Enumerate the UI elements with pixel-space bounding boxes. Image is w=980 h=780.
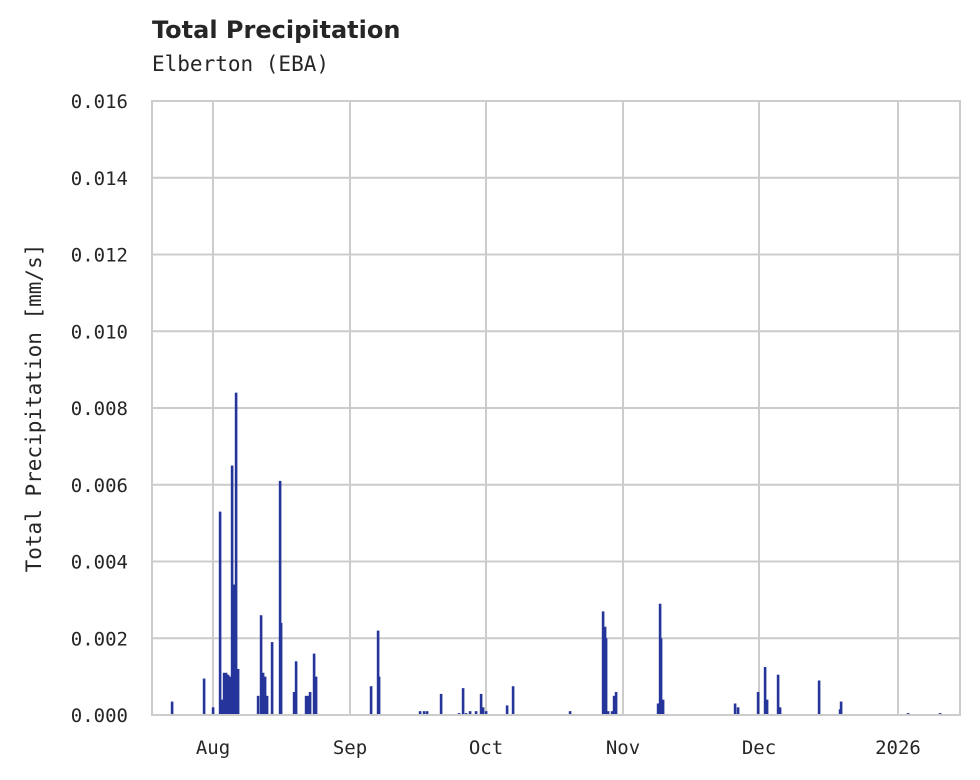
precip-bar	[511, 686, 515, 715]
precip-bar	[736, 707, 740, 715]
precip-bar	[468, 711, 472, 715]
y-tick-label: 0.002	[71, 628, 128, 650]
precip-bar	[292, 691, 296, 715]
y-tick-label: 0.012	[71, 245, 128, 267]
precip-bar	[294, 661, 298, 715]
precip-bar	[661, 699, 665, 715]
precip-bar	[659, 638, 663, 715]
precip-bar	[261, 672, 265, 715]
precip-bar	[481, 707, 485, 715]
precip-bar	[461, 688, 465, 715]
precip-bar	[776, 674, 780, 715]
precip-bar	[656, 703, 660, 715]
precip-bar	[234, 392, 238, 715]
precip-bar	[314, 676, 318, 715]
precip-bar	[606, 711, 610, 715]
y-tick-label: 0.014	[71, 168, 128, 190]
precip-bar	[222, 672, 226, 715]
precip-bar	[479, 693, 483, 715]
x-tick-label: Dec	[742, 737, 776, 759]
precip-bar	[839, 701, 843, 715]
precip-bar	[278, 480, 282, 715]
precip-bar	[265, 695, 269, 715]
precip-bar	[224, 672, 228, 715]
precip-bar	[439, 693, 443, 715]
precip-bar	[614, 691, 618, 715]
precip-bar	[765, 699, 769, 715]
precip-bar	[601, 611, 605, 715]
precip-bar	[612, 695, 616, 715]
precip-bar	[218, 511, 222, 715]
precip-bar	[232, 584, 236, 715]
precip-bar	[756, 691, 760, 715]
precip-bar	[610, 711, 614, 715]
precip-bar	[484, 711, 488, 715]
precip-bar	[733, 703, 737, 715]
precip-bar	[304, 695, 308, 715]
chart-subtitle: Elberton (EBA)	[152, 52, 330, 76]
x-tick-label: Aug	[196, 737, 230, 759]
chart-title: Total Precipitation	[152, 16, 401, 44]
x-tick-label: 2026	[875, 737, 921, 759]
y-axis-ticks: 0.000 0.002 0.004 0.006 0.008 0.010 0.012 0.014…	[71, 91, 128, 727]
precip-bar	[376, 630, 380, 715]
x-tick-label: Oct	[469, 737, 503, 759]
x-axis-ticks: Aug Sep Oct Nov Dec 2026	[196, 737, 921, 759]
precip-bar	[505, 705, 509, 715]
precip-bar	[763, 667, 767, 715]
plot-frame	[151, 100, 961, 716]
y-tick-label: 0.016	[71, 91, 128, 113]
precip-bar	[228, 676, 232, 715]
precip-bar	[220, 699, 224, 715]
x-tick-label: Nov	[606, 737, 640, 759]
precip-bar	[211, 707, 215, 715]
precip-bar	[369, 686, 373, 715]
precipitation-bars	[170, 392, 942, 715]
x-tick-label: Sep	[333, 737, 367, 759]
precip-bar	[279, 622, 283, 715]
precip-bar	[817, 680, 821, 715]
y-tick-label: 0.008	[71, 398, 128, 420]
precip-bar	[236, 668, 240, 715]
precip-bar	[226, 674, 230, 715]
precip-bar	[568, 711, 572, 715]
precip-bar	[202, 678, 206, 715]
precip-bar	[270, 642, 274, 715]
precip-bar	[377, 676, 381, 715]
y-tick-label: 0.004	[71, 552, 128, 574]
precip-bar	[312, 653, 316, 715]
precip-bar	[425, 711, 429, 715]
precip-bar	[259, 615, 263, 715]
precip-bar	[256, 695, 260, 715]
gridlines	[152, 100, 960, 716]
y-tick-label: 0.000	[71, 705, 128, 727]
precip-bar	[418, 711, 422, 715]
precip-bar	[170, 701, 174, 715]
precip-bar	[778, 707, 782, 715]
y-tick-label: 0.010	[71, 321, 128, 343]
precip-bar	[230, 465, 234, 715]
precip-bar	[604, 638, 608, 715]
precip-bar	[263, 676, 267, 715]
precip-bar	[474, 711, 478, 715]
precip-bar	[306, 695, 310, 715]
precip-bar	[422, 711, 426, 715]
precip-bar	[308, 691, 312, 715]
y-tick-label: 0.006	[71, 475, 128, 497]
